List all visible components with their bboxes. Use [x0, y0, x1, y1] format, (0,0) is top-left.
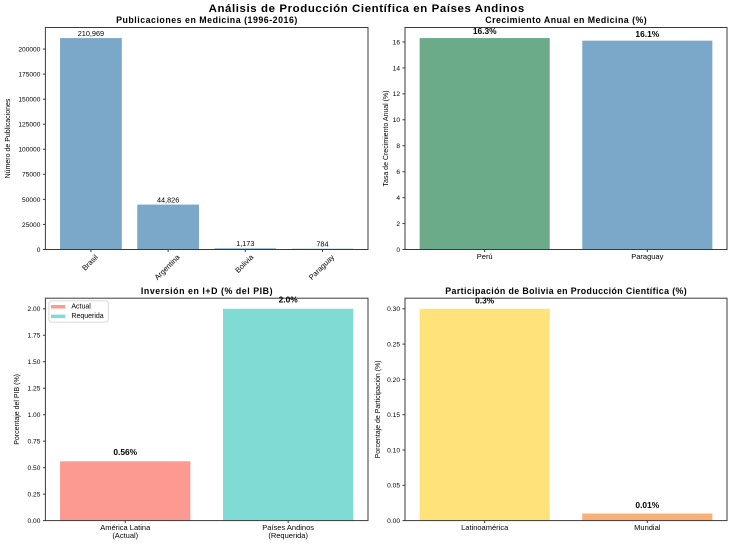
svg-text:América Latina: América Latina — [100, 523, 151, 532]
svg-text:200000: 200000 — [18, 46, 40, 53]
svg-text:0.25: 0.25 — [28, 492, 41, 499]
svg-text:0.05: 0.05 — [387, 483, 400, 490]
svg-text:12: 12 — [393, 91, 401, 98]
svg-text:(Actual): (Actual) — [112, 531, 138, 540]
svg-text:1.50: 1.50 — [28, 359, 41, 366]
svg-text:2.00: 2.00 — [28, 306, 41, 313]
svg-text:Paraguay: Paraguay — [631, 252, 663, 261]
svg-text:0.30: 0.30 — [387, 306, 400, 313]
svg-text:1.25: 1.25 — [28, 386, 41, 393]
svg-text:0: 0 — [37, 247, 41, 254]
svg-text:0.00: 0.00 — [28, 518, 41, 525]
svg-text:Países Andinos: Países Andinos — [262, 523, 314, 532]
svg-text:1.00: 1.00 — [28, 412, 41, 419]
svg-text:Crecimiento Anual en Medicina: Crecimiento Anual en Medicina (%) — [485, 15, 646, 25]
svg-text:16: 16 — [393, 39, 401, 46]
svg-text:150000: 150000 — [18, 97, 40, 104]
svg-text:Publicaciones en Medicina (199: Publicaciones en Medicina (1996-2016) — [116, 15, 297, 25]
svg-text:16.1%: 16.1% — [635, 29, 659, 39]
svg-text:Requerida: Requerida — [71, 313, 103, 320]
svg-text:0.01%: 0.01% — [635, 500, 659, 510]
svg-text:175000: 175000 — [18, 71, 40, 78]
svg-text:0.75: 0.75 — [28, 439, 41, 446]
svg-text:4: 4 — [396, 195, 400, 202]
svg-text:Porcentaje de Participación (%: Porcentaje de Participación (%) — [375, 360, 382, 458]
svg-text:1,173: 1,173 — [236, 239, 254, 248]
svg-text:50000: 50000 — [22, 197, 41, 204]
svg-text:16.3%: 16.3% — [473, 26, 497, 36]
svg-text:75000: 75000 — [22, 172, 41, 179]
svg-text:6: 6 — [396, 169, 400, 176]
svg-text:10: 10 — [393, 117, 401, 124]
svg-text:Número de Publicaciones: Número de Publicaciones — [5, 98, 12, 178]
svg-text:0.56%: 0.56% — [113, 447, 137, 457]
svg-text:14: 14 — [393, 65, 401, 72]
svg-text:(Requerida): (Requerida) — [268, 531, 308, 540]
svg-text:0.3%: 0.3% — [475, 296, 495, 306]
svg-text:0.20: 0.20 — [387, 377, 400, 384]
svg-text:44,826: 44,826 — [157, 195, 179, 204]
svg-text:Tasa de Crecimiento Anual (%): Tasa de Crecimiento Anual (%) — [383, 90, 390, 186]
svg-text:0.25: 0.25 — [387, 341, 400, 348]
svg-text:2: 2 — [396, 221, 400, 228]
svg-text:2.0%: 2.0% — [279, 294, 299, 304]
svg-text:8: 8 — [396, 143, 400, 150]
svg-text:100000: 100000 — [18, 147, 40, 154]
svg-text:Análisis de Producción Científ: Análisis de Producción Científica en Paí… — [209, 3, 525, 15]
svg-text:Porcentaje del PIB (%): Porcentaje del PIB (%) — [14, 374, 21, 445]
svg-text:Actual: Actual — [71, 304, 91, 311]
svg-text:Mundial: Mundial — [634, 523, 661, 532]
svg-text:0.10: 0.10 — [387, 447, 400, 454]
svg-text:1.75: 1.75 — [28, 333, 41, 340]
svg-text:125000: 125000 — [18, 122, 40, 129]
svg-text:Latinoamérica: Latinoamérica — [461, 523, 509, 532]
svg-text:0.00: 0.00 — [387, 518, 400, 525]
svg-text:0.50: 0.50 — [28, 465, 41, 472]
svg-text:0.15: 0.15 — [387, 412, 400, 419]
svg-text:210,969: 210,969 — [78, 29, 104, 38]
svg-text:784: 784 — [316, 240, 328, 249]
svg-text:0: 0 — [396, 247, 400, 254]
svg-text:Inversión en I+D (% del PIB): Inversión en I+D (% del PIB) — [141, 286, 273, 296]
svg-text:Participación de Bolivia en Pr: Participación de Bolivia en Producción C… — [445, 286, 686, 296]
svg-text:25000: 25000 — [22, 222, 41, 229]
svg-text:Perú: Perú — [477, 252, 493, 261]
